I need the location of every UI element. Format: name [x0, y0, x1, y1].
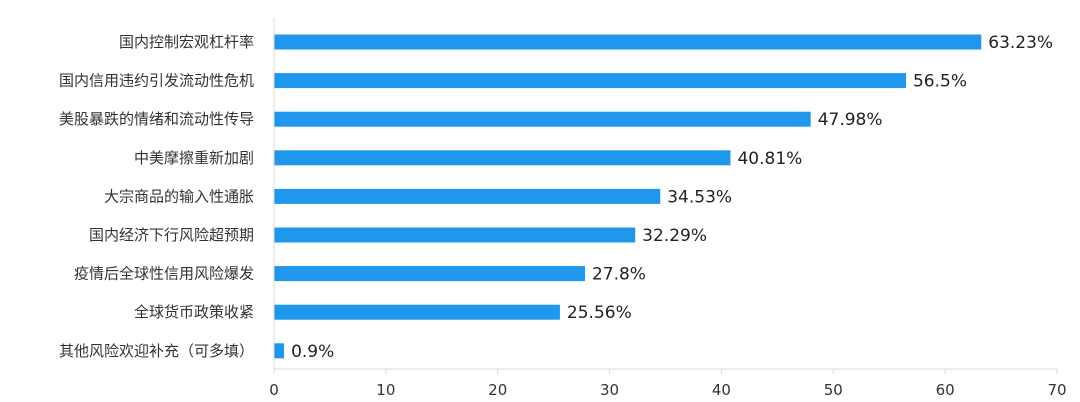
value-label-4: 34.53% [667, 187, 732, 207]
x-tick-label-5: 50 [824, 381, 843, 399]
bar-5 [274, 227, 636, 243]
category-label-0: 国内控制宏观杠杆率 [119, 33, 254, 51]
value-label-2: 47.98% [818, 110, 883, 130]
bar-4 [274, 188, 661, 204]
bar-6 [274, 266, 585, 282]
category-label-3: 中美摩擦重新加剧 [134, 149, 254, 167]
category-label-1: 国内信用违约引发流动性危机 [59, 72, 254, 90]
value-label-1: 56.5% [913, 72, 967, 92]
x-tick-label-3: 30 [600, 381, 619, 399]
bar-7 [274, 304, 560, 320]
value-label-5: 32.29% [642, 226, 707, 246]
value-label-0: 63.23% [988, 33, 1053, 53]
value-label-6: 27.8% [592, 265, 646, 285]
x-tick-label-2: 20 [488, 381, 507, 399]
x-tick-label-1: 10 [376, 381, 395, 399]
x-tick-labels: 0 10 20 30 40 50 60 70 [269, 381, 1066, 399]
x-tick-label-0: 0 [269, 381, 279, 399]
category-label-2: 美股暴跌的情绪和流动性传导 [59, 110, 254, 128]
bar-1 [274, 73, 906, 89]
bar-3 [274, 150, 731, 166]
category-label-6: 疫情后全球性信用风险爆发 [74, 265, 254, 283]
value-labels: 63.23% 56.5% 47.98% 40.81%34.53% 32.29% 27.8%… [291, 33, 1053, 362]
bar-8 [274, 343, 285, 359]
category-label-4: 大宗商品的输入性通胀 [104, 187, 254, 205]
value-label-3: 40.81% [737, 149, 802, 169]
bar-0 [274, 34, 982, 50]
axes [273, 18, 1058, 374]
category-label-8: 其他风险欢迎补充（可多填） [59, 342, 254, 360]
category-label-7: 全球货币政策收紧 [134, 303, 254, 321]
value-label-7: 25.56% [567, 303, 632, 323]
category-label-5: 国内经济下行风险超预期 [89, 226, 254, 244]
x-tick-label-7: 70 [1047, 381, 1066, 399]
x-tick-label-6: 60 [936, 381, 955, 399]
bars [274, 34, 982, 359]
category-labels: 国内控制宏观杠杆率国内信用违约引发流动性危机美股暴跌的情绪和流动性传导中美摩擦重… [59, 33, 254, 360]
value-label-8: 0.9% [291, 342, 334, 362]
x-tick-label-4: 40 [712, 381, 731, 399]
bar-2 [274, 111, 811, 127]
